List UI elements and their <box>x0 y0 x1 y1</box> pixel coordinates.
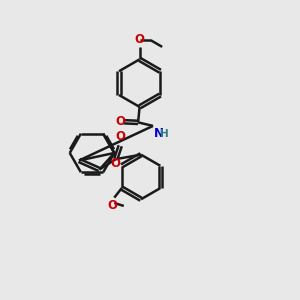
Text: N: N <box>154 127 164 140</box>
Text: O: O <box>111 157 121 170</box>
Text: O: O <box>134 33 144 46</box>
Text: O: O <box>108 199 118 212</box>
Text: O: O <box>116 130 125 143</box>
Text: H: H <box>160 129 169 139</box>
Text: O: O <box>115 115 125 128</box>
